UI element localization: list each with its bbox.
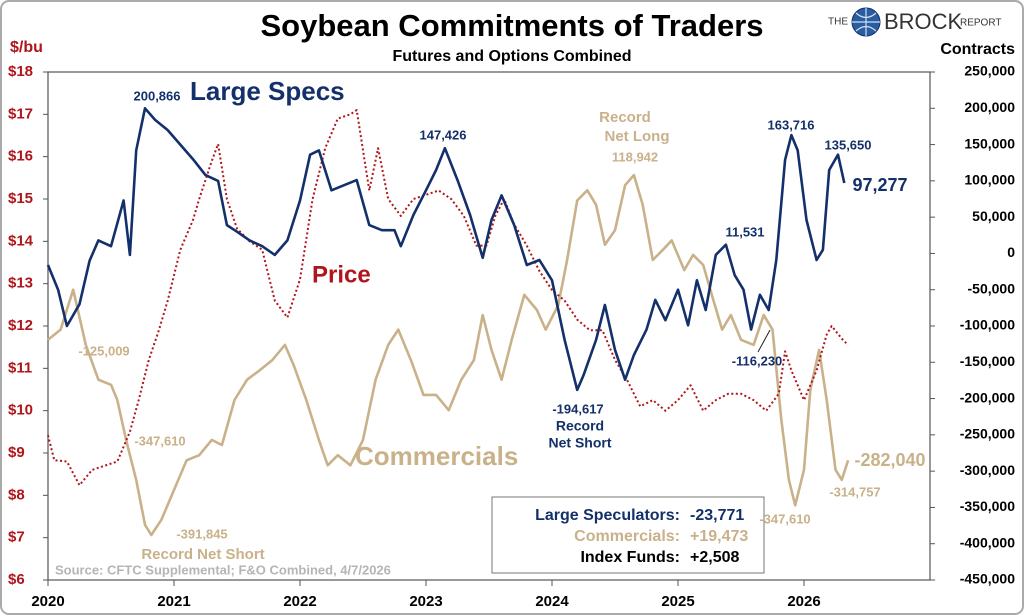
y-tick-label: $12: [8, 317, 33, 334]
series-label: Commercials: [355, 441, 518, 471]
summary-label: Index Funds:: [580, 549, 680, 566]
y2-tick-label: -100,000: [960, 317, 1015, 333]
annotation: -391,845: [176, 526, 227, 541]
series-line: [47, 173, 850, 537]
x-tick-label: 2023: [409, 593, 442, 610]
annotation: 135,650: [825, 137, 872, 152]
y-tick-label: $15: [8, 190, 33, 207]
summary-change: +2,508: [690, 549, 739, 566]
summary-label: Large Speculators:: [535, 507, 680, 524]
summary-box: [491, 496, 765, 574]
y-tick-label: $8: [8, 486, 25, 503]
brand-report: REPORT: [960, 18, 1002, 29]
y2-tick-label: 150,000: [964, 135, 1015, 151]
y2-tick-label: 200,000: [964, 99, 1015, 115]
y-axis-title: $/bu: [10, 39, 43, 56]
annotation: Record Net Short: [141, 546, 264, 563]
series-label: Large Specs: [190, 76, 345, 106]
annotation-connector: [757, 329, 771, 353]
y-tick-label: $9: [8, 444, 25, 461]
x-tick-label: 2024: [535, 593, 569, 610]
y2-tick-label: -350,000: [960, 498, 1015, 514]
y2-tick-label: 100,000: [964, 172, 1015, 188]
y-tick-label: $11: [8, 359, 32, 376]
y-tick-label: $7: [8, 529, 25, 546]
annotation: 11,531: [725, 224, 764, 239]
y2-tick-label: -250,000: [960, 426, 1015, 442]
annotation: Net Short: [549, 435, 612, 451]
y-tick-label: $14: [8, 232, 34, 249]
y-tick-label: $6: [8, 571, 25, 588]
y-tick-label: $17: [8, 105, 33, 122]
y-tick-label: $18: [8, 63, 33, 80]
annotation: Net Long: [605, 128, 670, 145]
chart-subtitle: Futures and Options Combined: [392, 48, 631, 65]
y-tick-label: $16: [8, 148, 33, 165]
y-tick-label: $10: [8, 402, 33, 419]
annotation: Record: [556, 418, 604, 434]
y2-tick-label: 0: [1007, 244, 1015, 260]
y2-tick-label: -450,000: [960, 571, 1015, 587]
annotation: 163,716: [768, 117, 815, 132]
chart-title: Soybean Commitments of Traders: [260, 8, 763, 43]
series-line: [47, 109, 849, 487]
summary-change: -23,771: [690, 507, 744, 524]
annotation: -125,009: [78, 343, 129, 358]
y2-tick-label: -300,000: [960, 462, 1015, 478]
series-label: Price: [312, 261, 371, 288]
y2-tick-label: -200,000: [960, 389, 1015, 405]
annotation: -282,040: [854, 450, 925, 470]
y2-tick-label: 250,000: [964, 63, 1015, 79]
x-tick-label: 2026: [787, 593, 820, 610]
brand-the: THE: [828, 17, 848, 28]
annotation: -347,610: [759, 511, 810, 526]
y2-tick-label: -150,000: [960, 353, 1015, 369]
y2-tick-label: -50,000: [968, 280, 1016, 296]
annotation: 118,942: [612, 149, 658, 164]
annotation: -347,610: [134, 433, 185, 448]
annotation: -116,230: [732, 353, 783, 368]
x-tick-label: 2025: [661, 593, 694, 610]
x-tick-label: 2020: [31, 593, 64, 610]
annotation: 147,426: [420, 127, 467, 142]
annotation: 200,866: [134, 88, 181, 103]
brand-name: BROCK: [884, 9, 963, 34]
y-tick-label: $13: [8, 275, 33, 292]
annotation: Record: [599, 109, 651, 126]
series-line: [46, 107, 846, 392]
summary-label: Commercials:: [574, 528, 680, 545]
y2-tick-label: -400,000: [960, 534, 1015, 550]
y2-tick-label: 50,000: [972, 208, 1015, 224]
x-tick-label: 2022: [283, 593, 316, 610]
x-tick-label: 2021: [157, 593, 190, 610]
annotation: 97,277: [852, 175, 907, 195]
annotation: -194,617: [552, 401, 603, 416]
summary-change: +19,473: [690, 528, 748, 545]
brand-globe-lines: [852, 8, 880, 36]
annotation: -314,757: [829, 484, 880, 499]
y2-axis-title: Contracts: [940, 41, 1015, 58]
source-note: Source: CFTC Supplemental; F&O Combined,…: [55, 562, 391, 577]
